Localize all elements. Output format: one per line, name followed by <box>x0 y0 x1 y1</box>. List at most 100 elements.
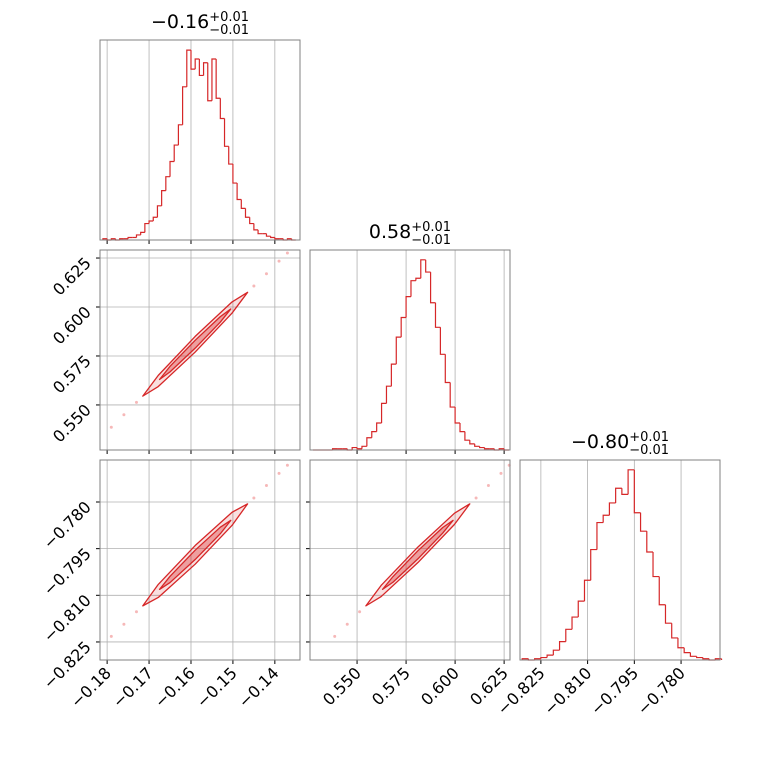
y-tick-label: 0.625 <box>49 253 95 299</box>
y-tick-label: 0.575 <box>49 351 95 397</box>
hist-bin <box>702 657 710 660</box>
hist-bin <box>646 531 654 553</box>
title-upper: +0.01 <box>629 430 669 445</box>
y-tick-label: 0.600 <box>49 302 95 348</box>
contour <box>142 291 249 397</box>
hist-bin <box>161 190 166 206</box>
sample-point <box>264 484 268 488</box>
sample-point <box>474 496 478 500</box>
x-tick-label: −0.810 <box>540 663 595 718</box>
sample-point <box>264 272 268 276</box>
hist-bin <box>249 217 254 225</box>
panel: 0.58+0.01 −0.01 <box>309 220 511 454</box>
hist-bin <box>583 579 591 602</box>
hist-bin <box>169 160 175 177</box>
hist-bin <box>565 628 573 642</box>
sample-point <box>109 425 113 429</box>
hist-bin <box>415 277 421 281</box>
hist-bin <box>459 423 465 433</box>
panel-title: −0.80+0.01 −0.01 <box>571 430 669 458</box>
hist-bin <box>464 431 470 441</box>
hist-bin <box>371 430 377 438</box>
contour <box>365 503 471 607</box>
hist-bin <box>236 183 242 201</box>
hist-bin <box>240 199 246 209</box>
sample-point <box>277 259 281 263</box>
hist-bin <box>483 447 490 450</box>
hist-bin <box>425 259 431 273</box>
hist-bin <box>219 98 225 120</box>
title-lower: −0.01 <box>411 233 451 248</box>
hist-bin <box>558 640 566 651</box>
hist-bin <box>444 354 451 384</box>
panel-frame <box>309 249 511 451</box>
hist-bin <box>182 86 187 125</box>
hist-bin <box>405 296 411 318</box>
hist-bin <box>127 236 133 239</box>
hist-bin <box>390 363 397 387</box>
hist-bin <box>677 637 685 649</box>
hist-bin <box>361 445 367 449</box>
hist-bin <box>177 124 183 146</box>
hist-bin <box>596 521 604 550</box>
hist-bin <box>689 652 697 657</box>
sample-point <box>345 622 349 626</box>
hist-bin <box>265 233 271 237</box>
x-tick-label: −0.16 <box>151 663 199 711</box>
panel-title: −0.16+0.01 −0.01 <box>151 10 249 38</box>
title-lower: −0.01 <box>209 23 249 38</box>
sample-point <box>134 610 138 614</box>
hist-bin <box>639 512 647 532</box>
hist-bin <box>410 280 416 297</box>
title-upper: +0.01 <box>411 220 451 235</box>
sample-point <box>134 400 138 404</box>
hist-bin <box>627 469 635 495</box>
hist-bin <box>571 616 579 630</box>
x-tick-label: −0.14 <box>235 663 283 711</box>
title-upper: +0.01 <box>209 10 249 25</box>
hist-bin <box>207 62 212 102</box>
title-lower: −0.01 <box>629 443 669 458</box>
hist-bin <box>257 229 263 235</box>
hist-bin <box>664 604 672 624</box>
hist-bin <box>400 316 407 338</box>
hist-bin <box>366 437 372 447</box>
hist-bin <box>479 446 485 449</box>
hist-bin <box>385 385 392 404</box>
hist-bin <box>474 443 480 447</box>
hist-bin <box>135 234 141 238</box>
hist-bin <box>270 236 275 239</box>
hist-bin <box>469 440 475 445</box>
hist-bin <box>540 656 548 659</box>
sample-point <box>486 484 490 488</box>
title-value: −0.16 <box>151 11 209 33</box>
sample-point <box>358 610 362 614</box>
hist-bin <box>190 50 196 70</box>
hist-bin <box>253 223 259 231</box>
contour <box>381 519 454 591</box>
x-tick-label: −0.17 <box>109 663 157 711</box>
hist-bin <box>244 208 250 218</box>
panel: −0.825−0.810−0.795−0.780−0.80+0.01 −0.01 <box>493 430 723 719</box>
panel: −0.18−0.17−0.16−0.15−0.14−0.825−0.810−0.… <box>40 459 301 711</box>
sample-point <box>285 251 289 255</box>
sample-point <box>499 471 503 475</box>
y-tick-label: −0.795 <box>40 544 95 599</box>
x-tick-label: −0.15 <box>193 663 241 711</box>
hist-bin <box>194 58 200 70</box>
sample-point <box>333 634 337 638</box>
hist-bin <box>615 487 622 503</box>
hist-bin <box>156 205 162 218</box>
x-tick-label: 0.600 <box>417 663 463 709</box>
hist-bin <box>148 220 154 224</box>
hist-bin <box>683 647 691 654</box>
hist-bin <box>165 176 171 191</box>
contour <box>158 519 232 591</box>
panel-title: 0.58+0.01 −0.01 <box>369 220 451 248</box>
hist-bin <box>211 58 217 101</box>
sample-point <box>122 622 126 626</box>
y-tick-label: −0.780 <box>40 497 95 552</box>
sample-point <box>277 471 281 475</box>
